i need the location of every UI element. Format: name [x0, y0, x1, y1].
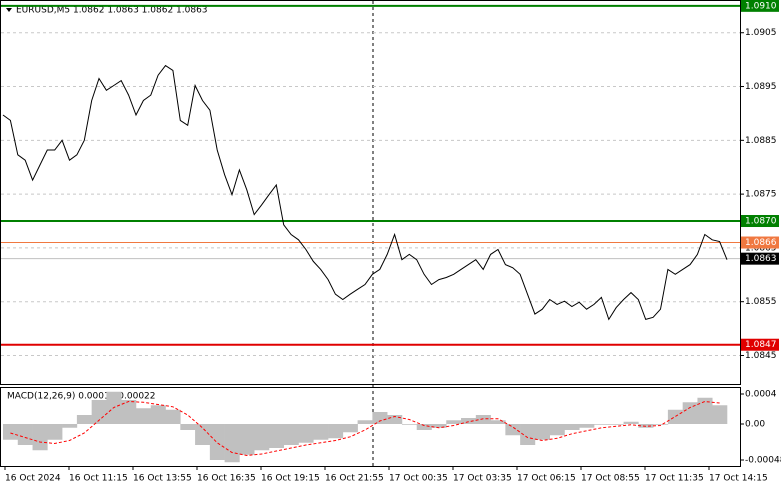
macd-bar	[298, 424, 314, 443]
y-tick-label: 1.0855	[745, 297, 777, 307]
x-tick-label: 16 Oct 19:15	[261, 474, 320, 484]
macd-bar	[534, 424, 550, 440]
macd-bar	[254, 424, 270, 451]
y-tick-label: -0.00048	[745, 456, 781, 466]
macd-bar	[431, 424, 447, 428]
x-tick-label: 17 Oct 08:55	[581, 474, 640, 484]
y-tick-label: 0.00	[745, 420, 765, 430]
level-tag	[741, 252, 779, 265]
chart-title: EURUSD,M5 1.0862 1.0863 1.0862 1.0863	[16, 6, 208, 16]
macd-bar	[239, 424, 255, 455]
macd-frame	[0, 387, 741, 467]
macd-bar	[357, 420, 373, 424]
x-tick-label: 16 Oct 13:55	[133, 474, 192, 484]
y-tick-label: 1.0885	[745, 136, 777, 146]
symbol-arrow	[6, 8, 12, 12]
macd-bar	[697, 397, 713, 424]
macd-bar	[47, 424, 63, 440]
x-tick-label: 16 Oct 16:35	[197, 474, 256, 484]
macd-bar	[579, 424, 595, 428]
macd-bar	[91, 400, 107, 424]
macd-bar	[623, 421, 639, 424]
x-tick-label: 16 Oct 2024	[5, 474, 61, 484]
level-tag	[741, 236, 779, 249]
macd-bar	[387, 415, 403, 424]
macd-bar	[209, 424, 225, 460]
macd-bar	[401, 424, 418, 425]
price-line	[2, 64, 728, 321]
macd-bar	[490, 420, 506, 424]
y-tick-label: 1.0895	[745, 82, 777, 92]
x-tick-label: 17 Oct 00:35	[389, 474, 448, 484]
macd-bar	[180, 424, 196, 430]
macd-bar	[416, 424, 432, 430]
macd-bar	[283, 424, 299, 445]
y-tick-label: 0.0004	[745, 390, 777, 400]
macd-bar	[224, 424, 240, 463]
macd-bar	[475, 415, 491, 424]
macd-bar	[268, 424, 285, 448]
level-tag	[741, 338, 779, 351]
x-tick-label: 17 Oct 11:35	[645, 474, 704, 484]
level-tag	[741, 215, 779, 228]
x-tick-label: 16 Oct 11:15	[69, 474, 128, 484]
macd-bar	[667, 409, 683, 424]
macd-bar	[549, 424, 565, 436]
macd-bar	[520, 424, 536, 445]
x-tick-label: 16 Oct 21:55	[325, 474, 384, 484]
macd-bar	[313, 424, 329, 440]
macd-bar	[446, 420, 462, 424]
x-tick-label: 17 Oct 03:35	[453, 474, 512, 484]
x-tick-label: 17 Oct 06:15	[517, 474, 576, 484]
macd-bar	[121, 400, 137, 424]
macd-bar	[3, 424, 19, 440]
macd-bar	[135, 408, 152, 424]
macd-bar	[505, 424, 521, 436]
macd-bar	[32, 424, 48, 451]
y-tick-label: 1.0845	[745, 351, 777, 361]
macd-bar	[76, 415, 92, 424]
macd-bar	[461, 418, 477, 424]
macd-bar	[62, 424, 78, 428]
signal-line	[10, 400, 720, 457]
level-label: 1.0847	[745, 340, 777, 350]
level-label: 1.0863	[745, 254, 777, 264]
macd-bar	[17, 424, 33, 445]
level-label: 1.0870	[745, 217, 777, 227]
y-tick-label: 1.0905	[745, 28, 777, 38]
macd-bar	[594, 424, 610, 425]
macd-bar	[165, 409, 181, 424]
level-label: 1.0866	[745, 238, 777, 248]
macd-bar	[150, 405, 166, 424]
macd-bar	[328, 424, 344, 439]
macd-bar	[342, 424, 358, 433]
main-frame	[0, 0, 741, 385]
macd-bar	[712, 405, 728, 424]
macd-bar	[653, 424, 669, 425]
macd-bar	[372, 412, 388, 424]
macd-bar	[564, 424, 580, 430]
macd-bar	[195, 424, 211, 445]
level-label: 1.0910	[745, 1, 777, 11]
y-tick-label: 1.0875	[745, 190, 777, 200]
macd-bar	[682, 402, 698, 424]
macd-bar	[608, 424, 624, 425]
x-tick-label: 17 Oct 14:15	[709, 474, 768, 484]
level-tag	[741, 0, 779, 12]
macd-title: MACD(12,26,9) 0.00013 0.00022	[7, 392, 156, 402]
